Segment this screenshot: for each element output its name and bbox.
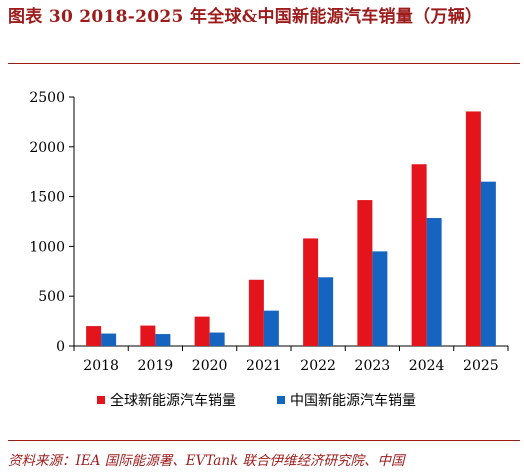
x-tick-label: 2022 [300,358,336,374]
bar-china-2021 [263,310,279,346]
y-tick-label: 1500 [29,190,65,206]
y-tick-label: 0 [56,339,65,355]
bar-global-2024 [411,164,427,346]
x-tick-label: 2023 [355,358,391,374]
x-tick-label: 2025 [463,358,499,374]
bar-china-2020 [209,332,225,346]
bars [86,111,496,346]
x-tick-label: 2024 [409,358,445,374]
bar-china-2025 [480,181,496,346]
bar-chart: 0 500 1000 1500 2000 2500 2018 2019 2020 2021 202… [29,90,509,409]
y-tick-label: 2500 [29,90,65,106]
legend-swatch-china [277,396,285,404]
bar-china-2023 [372,251,388,346]
source-note: 资料来源：IEA 国际能源署、EVTank 联合伊维经济研究院、中国 [8,453,405,469]
bar-global-2020 [194,316,210,346]
bar-china-2024 [426,218,442,346]
legend-swatch-global [97,396,105,404]
legend-label-china: 中国新能源汽车销量 [290,392,416,409]
y-tick-label: 500 [38,289,65,305]
x-tick-label: 2020 [192,358,228,374]
bar-global-2019 [140,325,156,346]
legend: 全球新能源汽车销量 中国新能源汽车销量 [97,392,416,409]
bar-global-2023 [357,200,373,346]
bar-china-2022 [318,277,334,346]
x-tick-label: 2019 [138,358,174,374]
bar-china-2018 [101,333,117,346]
x-tick-label: 2018 [83,358,119,374]
bar-global-2021 [248,279,264,346]
bar-global-2018 [86,326,102,346]
title-divider [8,63,520,64]
y-tick-label: 1000 [29,239,65,255]
x-tick-label: 2021 [246,358,282,374]
source-divider [8,440,520,441]
y-axis: 0 500 1000 1500 2000 2500 [29,90,75,355]
bar-global-2022 [303,238,319,346]
x-axis: 2018 2019 2020 2021 2022 2023 2024 2025 [73,345,509,374]
bar-china-2019 [155,334,171,346]
figure-title: 图表 30 2018-2025 年全球&中国新能源汽车销量（万辆） [8,7,483,27]
legend-label-global: 全球新能源汽车销量 [110,392,236,409]
bar-global-2025 [465,111,481,346]
y-tick-label: 2000 [29,140,65,156]
